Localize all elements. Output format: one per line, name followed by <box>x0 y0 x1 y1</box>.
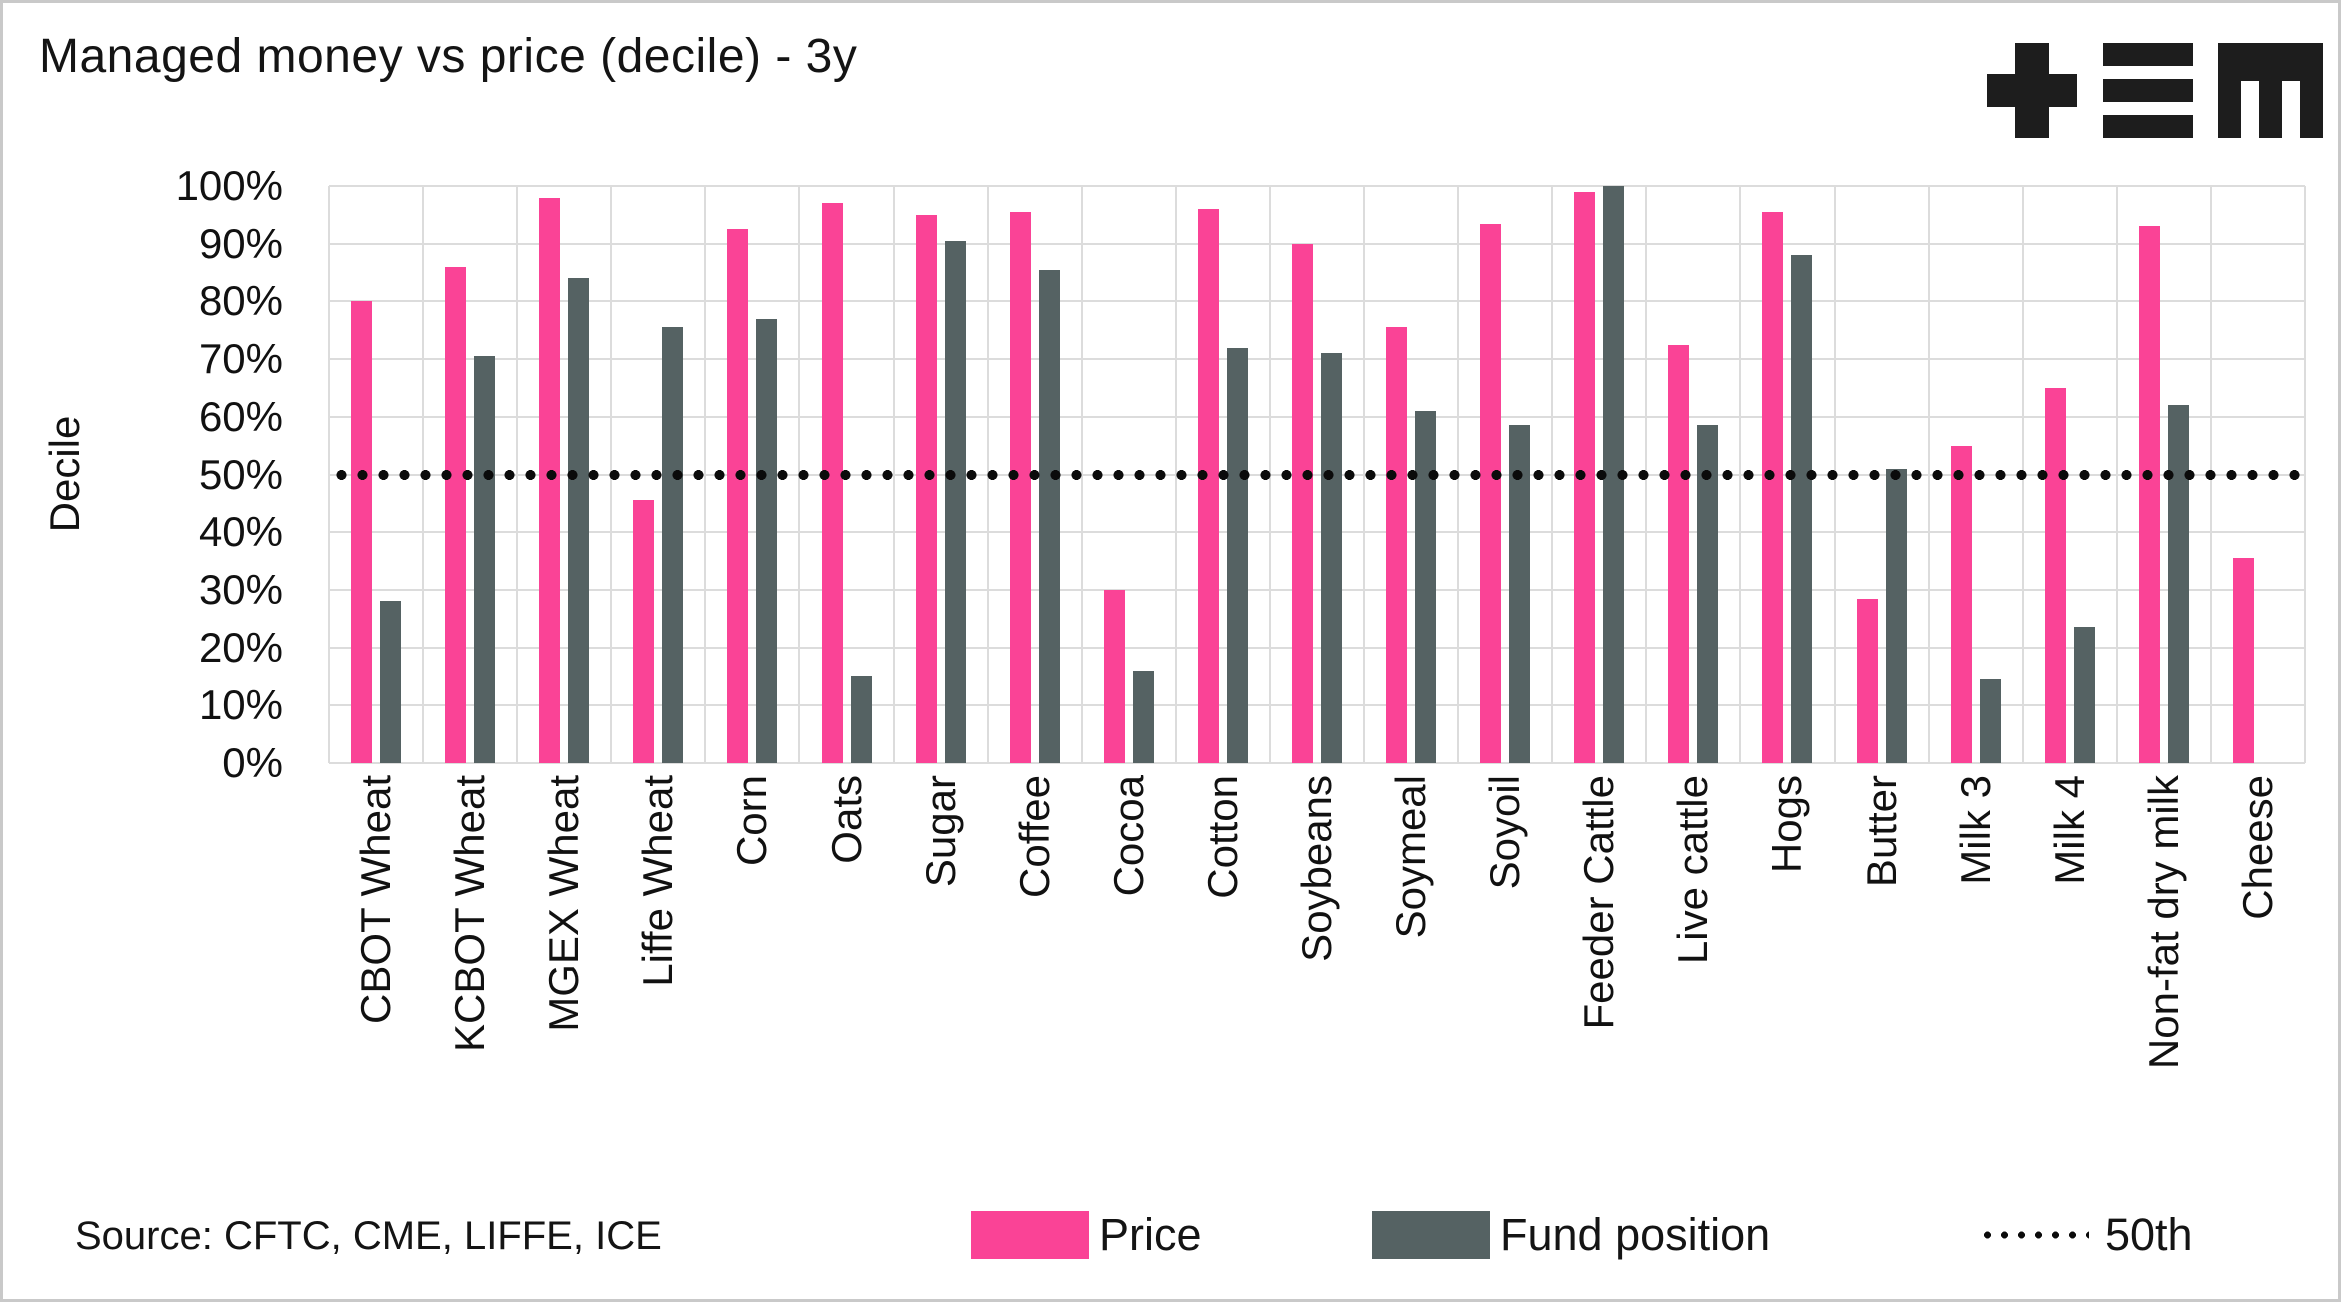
fund-position-bar <box>756 318 778 763</box>
category-label: Non-fat dry milk <box>2139 775 2187 1070</box>
fund-position-bar <box>1509 425 1531 763</box>
y-tick-label: 10% <box>198 681 283 729</box>
category-label: Live cattle <box>1669 775 1717 965</box>
fund-position-bar <box>1697 425 1719 763</box>
fund-position-bar <box>474 356 496 763</box>
legend-label: 50th <box>2105 1209 2193 1260</box>
category-label: Oats <box>822 775 870 864</box>
legend-swatch-pink <box>971 1211 1089 1259</box>
category-label: Liffe Wheat <box>634 775 682 987</box>
gridline <box>329 704 2305 707</box>
y-tick-label: 50% <box>198 450 283 498</box>
fund-position-bar <box>1415 411 1437 763</box>
price-bar <box>351 301 373 763</box>
y-axis-title: Decile <box>41 415 88 533</box>
price-bar <box>633 500 655 763</box>
y-tick-label: 30% <box>198 565 283 613</box>
price-bar <box>1386 327 1408 763</box>
fund-position-bar <box>2167 405 2189 763</box>
gridline <box>329 358 2305 361</box>
fund-position-bar <box>1038 269 1060 763</box>
legend-swatch-gray <box>1372 1211 1490 1259</box>
fund-position-bar <box>1791 255 1813 763</box>
y-tick-label: 90% <box>198 219 283 267</box>
price-bar <box>2138 226 2160 763</box>
category-label: Milk 4 <box>2045 775 2093 885</box>
y-tick-label: 80% <box>198 277 283 325</box>
category-label: Soymeal <box>1387 775 1435 939</box>
y-tick-label: 0% <box>222 739 283 786</box>
50th-percentile-dotted-line <box>331 468 2303 481</box>
gridline <box>329 531 2305 534</box>
price-bar <box>2232 558 2254 763</box>
fund-position-bar <box>1321 353 1342 763</box>
fund-position-bar <box>568 278 590 763</box>
plus-equals-m-logo <box>1987 43 2323 138</box>
price-bar <box>1009 211 1031 763</box>
price-bar <box>1762 211 1784 763</box>
fund-position-bar <box>1132 670 1154 763</box>
fund-position-bar <box>944 240 966 763</box>
gridline <box>329 242 2305 245</box>
y-tick-label: 100% <box>175 162 283 209</box>
category-label: KCBOT Wheat <box>446 775 494 1052</box>
gridline <box>329 415 2305 418</box>
fund-position-bar <box>850 676 872 763</box>
category-label: Milk 3 <box>1951 775 1999 885</box>
category-label: Soyoil <box>1481 775 1529 890</box>
gridline <box>329 762 2305 764</box>
category-label: Cocoa <box>1104 775 1152 897</box>
price-bar <box>821 203 843 763</box>
y-tick-label: 20% <box>198 623 283 671</box>
y-tick-label: 60% <box>198 392 283 440</box>
fund-position-bar <box>1979 679 2001 763</box>
fund-position-bar <box>1885 468 1907 763</box>
price-bar <box>1480 223 1502 763</box>
price-bar <box>1103 589 1125 763</box>
gridline <box>329 185 2305 187</box>
category-label: Coffee <box>1010 775 1058 898</box>
category-label: Soybeans <box>1293 775 1340 962</box>
fund-position-bar <box>662 327 684 763</box>
gridline <box>329 588 2305 591</box>
source-note: Source: CFTC, CME, LIFFE, ICE <box>75 1214 662 1258</box>
category-label: Cheese <box>2233 775 2281 920</box>
legend-swatch-dotted <box>1979 1230 2089 1240</box>
category-label: Feeder Cattle <box>1575 775 1623 1030</box>
price-bar <box>1292 243 1313 763</box>
price-bar <box>1197 209 1219 763</box>
price-bar <box>1950 445 1972 763</box>
chart-title: Managed money vs price (decile) - 3y <box>39 30 858 83</box>
vertical-gridline <box>328 186 330 763</box>
category-label: MGEX Wheat <box>540 775 588 1032</box>
legend-label: Fund position <box>1500 1209 1771 1260</box>
gridline <box>329 646 2305 649</box>
fund-position-bar <box>380 601 402 763</box>
gridline <box>329 300 2305 303</box>
price-bar <box>445 266 467 763</box>
price-bar <box>1856 598 1878 763</box>
price-bar <box>2044 387 2066 763</box>
price-bar <box>1668 344 1690 763</box>
category-label: Hogs <box>1763 775 1811 874</box>
price-bar <box>727 229 749 763</box>
category-label: Sugar <box>916 775 964 888</box>
vertical-gridline <box>2304 186 2306 763</box>
category-label: Butter <box>1857 775 1905 888</box>
plot-area <box>328 185 2306 764</box>
fund-position-bar <box>2073 627 2095 763</box>
y-tick-label: 70% <box>198 335 283 383</box>
y-tick-label: 40% <box>198 508 283 556</box>
category-label: Cotton <box>1198 775 1246 899</box>
category-label: CBOT Wheat <box>352 775 400 1024</box>
price-bar <box>915 214 937 763</box>
fund-position-bar <box>1226 347 1248 763</box>
legend-label: Price <box>1099 1209 1202 1260</box>
category-label: Corn <box>728 775 776 867</box>
